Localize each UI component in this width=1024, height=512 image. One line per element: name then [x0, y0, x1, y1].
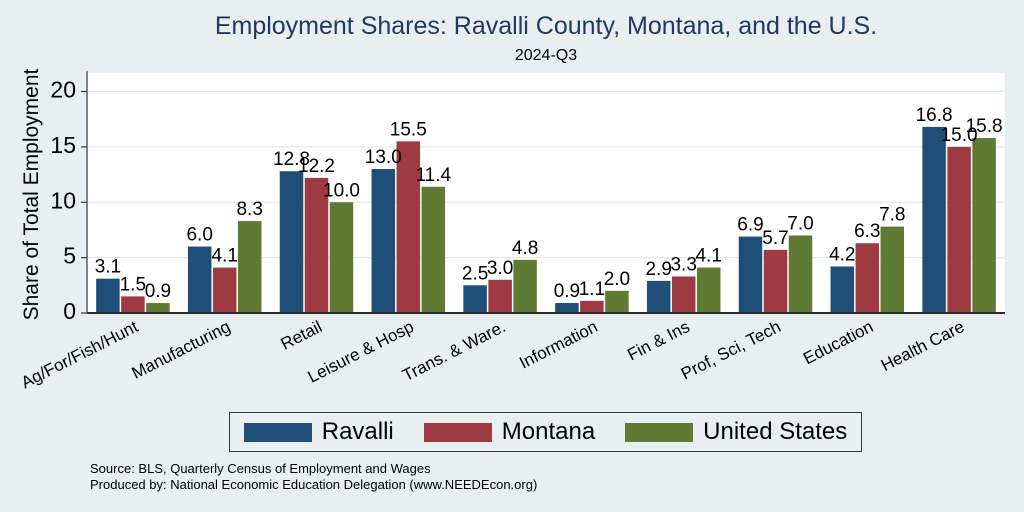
svg-text:6.9: 6.9 — [737, 215, 763, 236]
svg-text:8.3: 8.3 — [236, 199, 262, 220]
svg-text:12.2: 12.2 — [298, 156, 335, 177]
svg-text:2.9: 2.9 — [645, 259, 671, 280]
svg-text:20: 20 — [50, 77, 76, 103]
svg-text:0: 0 — [63, 298, 76, 324]
svg-text:7.8: 7.8 — [879, 205, 905, 226]
svg-text:10.0: 10.0 — [323, 180, 360, 201]
svg-text:15: 15 — [50, 132, 76, 158]
svg-text:2.0: 2.0 — [604, 269, 630, 290]
svg-text:13.0: 13.0 — [365, 147, 402, 168]
svg-text:6.0: 6.0 — [186, 225, 212, 246]
svg-text:5.7: 5.7 — [762, 228, 788, 249]
svg-text:3.1: 3.1 — [95, 257, 121, 278]
svg-text:15.5: 15.5 — [390, 119, 427, 140]
svg-text:10: 10 — [50, 187, 76, 213]
svg-text:4.2: 4.2 — [829, 244, 855, 265]
svg-text:3.0: 3.0 — [487, 258, 513, 279]
svg-text:15.8: 15.8 — [966, 116, 1003, 137]
svg-text:3.3: 3.3 — [670, 254, 696, 275]
svg-text:0.9: 0.9 — [145, 281, 171, 302]
svg-text:1.5: 1.5 — [120, 274, 146, 295]
svg-text:5: 5 — [63, 243, 76, 269]
svg-text:4.1: 4.1 — [211, 246, 237, 267]
svg-text:7.0: 7.0 — [787, 213, 813, 234]
svg-text:2.5: 2.5 — [462, 263, 488, 284]
svg-text:0.9: 0.9 — [554, 281, 580, 302]
svg-text:4.8: 4.8 — [512, 238, 538, 259]
svg-text:4.1: 4.1 — [695, 246, 721, 267]
svg-text:6.3: 6.3 — [854, 221, 880, 242]
svg-text:11.4: 11.4 — [416, 165, 452, 186]
svg-text:1.1: 1.1 — [579, 279, 605, 300]
svg-text:16.8: 16.8 — [916, 105, 953, 126]
